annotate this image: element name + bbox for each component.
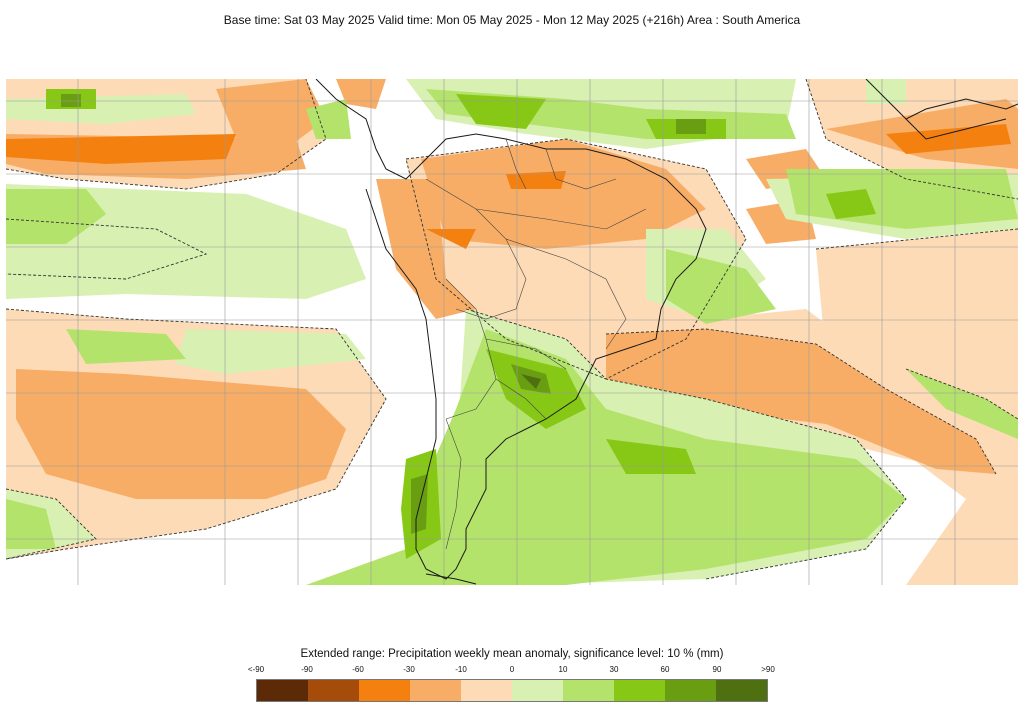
legend-swatch: [716, 680, 767, 701]
coastline-lines: [315, 79, 1018, 585]
legend-swatch: [257, 680, 308, 701]
lat-lon-grid: [6, 79, 1018, 585]
legend-label: 30: [609, 665, 619, 674]
legend-swatch: [512, 680, 563, 701]
page-title: Base time: Sat 03 May 2025 Valid time: M…: [223, 13, 801, 27]
legend-swatch: [461, 680, 512, 701]
legend-label: 90: [712, 665, 722, 674]
legend-label: 60: [660, 665, 670, 674]
significance-dashed-contours: [6, 79, 1018, 580]
legend-label: -30: [403, 665, 415, 674]
legend-color-bar: [256, 679, 768, 702]
legend-label: >90: [761, 665, 775, 674]
legend-swatch: [665, 680, 716, 701]
anomaly-positive-medium-regions: [6, 89, 1018, 585]
legend-swatch: [308, 680, 359, 701]
legend-label: -60: [352, 665, 364, 674]
legend-swatch: [410, 680, 461, 701]
legend-swatch: [614, 680, 665, 701]
legend-label: -10: [455, 665, 467, 674]
country-border-lines: [425, 138, 647, 550]
legend-labels: <-90 -90 -60 -30 -10 0 10 30 60 90 >90: [0, 665, 1024, 677]
anomaly-positive-max-regions: [61, 94, 706, 534]
legend-title: Extended range: Precipitation weekly mea…: [300, 648, 724, 660]
legend-label: -90: [301, 665, 313, 674]
legend-label: 10: [558, 665, 568, 674]
anomaly-negative-strong-regions: [6, 124, 1011, 249]
legend-swatch: [563, 680, 614, 701]
legend-swatch: [359, 680, 410, 701]
legend-label: <-90: [247, 665, 265, 674]
anomaly-map: [6, 79, 1018, 585]
legend-label: 0: [509, 665, 515, 674]
